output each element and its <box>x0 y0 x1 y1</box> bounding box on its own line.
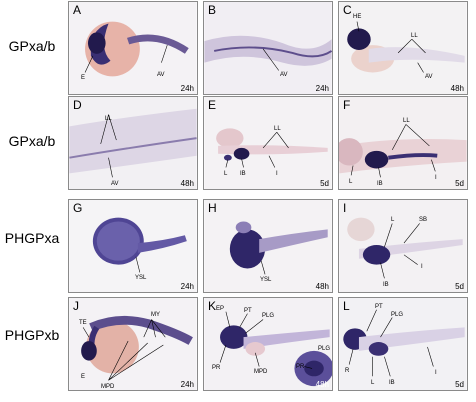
panel-h: H YSL 48h <box>203 199 333 293</box>
panel-l-image <box>339 298 467 390</box>
panel-e-label-ib: IB <box>240 171 246 177</box>
panel-c-label-he: HE <box>353 14 362 20</box>
panel-c-label-av: AV <box>425 74 433 80</box>
panel-k-label-pr-inset: PR <box>296 364 305 370</box>
row-label-3: PHGPxa <box>4 230 60 246</box>
panel-a-letter: A <box>73 3 82 17</box>
panel-e-letter: E <box>208 98 217 112</box>
panel-e: E LL L IB I 5d <box>203 96 333 190</box>
panel-a-image <box>69 2 197 94</box>
panel-d-letter: D <box>73 98 82 112</box>
panel-g-time: 24h <box>180 282 194 291</box>
panel-j-letter: J <box>73 299 79 313</box>
panel-h-time: 48h <box>315 282 329 291</box>
panel-k-label-pr: PR <box>212 365 221 371</box>
panel-i: I L SB IB I 5d <box>338 199 468 293</box>
panel-k-label-plg-inset: PLG <box>318 346 331 352</box>
panel-f-label-ll: LL <box>403 118 410 124</box>
panel-a-label-e: E <box>81 75 86 81</box>
panel-c-image <box>339 2 467 94</box>
panel-f-label-l: L <box>349 179 353 185</box>
panel-c-time: 48h <box>450 84 464 93</box>
panel-e-label-ll: LL <box>274 126 281 132</box>
panel-k-label-ep: EP <box>216 306 225 312</box>
row-label-2: GPxa/b <box>8 133 56 149</box>
panel-f-label-i: I <box>435 175 437 181</box>
panel-l-label-i: I <box>435 370 437 376</box>
panel-k-label-plg: PLG <box>262 313 275 319</box>
panel-f: F LL L IB I 5d <box>338 96 468 190</box>
panel-g-letter: G <box>73 201 83 215</box>
panel-i-label-l: L <box>391 217 395 223</box>
panel-j-label-e: E <box>81 374 86 380</box>
panel-l: L PT PLG R L IB I 5d <box>338 297 468 391</box>
panel-b: B AV 24h <box>203 1 333 95</box>
panel-h-image <box>204 200 332 292</box>
panel-h-label-ysl: YSL <box>260 277 272 283</box>
panel-g-image <box>69 200 197 292</box>
panel-k-time: 48h <box>315 380 329 389</box>
panel-d-image <box>69 97 197 189</box>
panel-f-letter: F <box>343 98 351 112</box>
panel-e-label-i: I <box>276 171 278 177</box>
panel-i-label-i: I <box>421 264 423 270</box>
panel-k-label-pt: PT <box>244 308 252 314</box>
panel-j-label-te: TE <box>79 320 87 326</box>
panel-d: D LL AV 48h <box>68 96 198 190</box>
row-label-1: GPxa/b <box>8 38 56 54</box>
panel-a-label-av: AV <box>157 72 165 78</box>
panel-f-label-ib: IB <box>377 181 383 187</box>
panel-j-time: 24h <box>180 380 194 389</box>
panel-b-image <box>204 2 332 94</box>
panel-i-letter: I <box>343 201 347 215</box>
panel-j-image <box>69 298 197 390</box>
panel-g: G YSL 24h <box>68 199 198 293</box>
panel-l-label-l: L <box>371 380 375 386</box>
panel-b-letter: B <box>208 3 217 17</box>
panel-l-label-plg: PLG <box>391 312 404 318</box>
panel-c-letter: C <box>343 3 352 17</box>
panel-j-label-mpd: MPD <box>101 384 115 390</box>
panel-l-label-ib: IB <box>389 380 395 386</box>
panel-k-label-mpd: MPD <box>254 369 268 375</box>
panel-g-label-ysl: YSL <box>135 275 147 281</box>
panel-l-label-r: R <box>345 368 350 374</box>
panel-k: K EP PT PLG PR MPD PLG PR 48h <box>203 297 333 391</box>
panel-b-label-av: AV <box>280 72 288 78</box>
panel-e-image <box>204 97 332 189</box>
panel-c: C HE LL AV 48h <box>338 1 468 95</box>
panel-d-label-av: AV <box>111 181 119 187</box>
panel-k-image <box>204 298 332 390</box>
row-label-4: PHGPxb <box>4 327 60 343</box>
panel-d-time: 48h <box>180 179 194 188</box>
panel-i-image <box>339 200 467 292</box>
panel-c-label-ll: LL <box>411 33 418 39</box>
panel-a: A E AV 24h <box>68 1 198 95</box>
panel-k-letter: K <box>208 299 217 313</box>
panel-f-image <box>339 97 467 189</box>
panel-l-letter: L <box>343 299 350 313</box>
panel-a-time: 24h <box>180 84 194 93</box>
panel-h-letter: H <box>208 201 217 215</box>
panel-i-label-ib: IB <box>383 282 389 288</box>
panel-l-label-pt: PT <box>375 304 383 310</box>
panel-i-time: 5d <box>455 282 464 291</box>
panel-j-label-my: MY <box>151 312 160 318</box>
panel-j: J TE MY E MPD 24h <box>68 297 198 391</box>
panel-e-label-l: L <box>224 171 228 177</box>
panel-l-time: 5d <box>455 380 464 389</box>
panel-e-time: 5d <box>320 179 329 188</box>
panel-b-time: 24h <box>315 84 329 93</box>
panel-i-label-sb: SB <box>419 217 428 223</box>
panel-d-label-ll: LL <box>105 116 112 122</box>
panel-f-time: 5d <box>455 179 464 188</box>
